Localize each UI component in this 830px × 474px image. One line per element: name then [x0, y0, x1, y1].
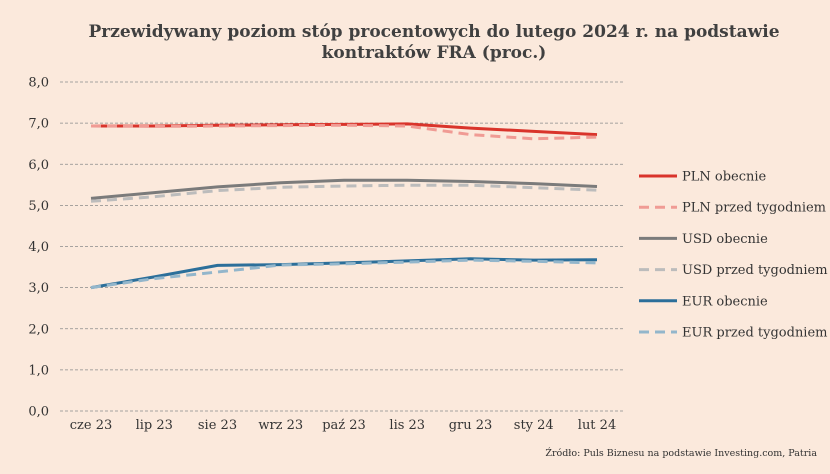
chart-title-line-2: kontraktów FRA (proc.) [322, 43, 547, 63]
legend-label-5: EUR przed tygodniem [682, 326, 828, 341]
y-tick-label: 0,0 [28, 405, 49, 420]
y-tick-label: 5,0 [28, 199, 49, 214]
series-lines [90, 122, 598, 290]
y-tick-label: 3,0 [28, 281, 49, 296]
legend-label-0: PLN obecnie [682, 170, 767, 185]
x-tick-label: lut 24 [578, 418, 616, 433]
chart-title-line-1: Przewidywany poziom stóp procentowych do… [88, 22, 779, 42]
legend-label-4: EUR obecnie [682, 294, 768, 309]
series-line-3 [90, 183, 598, 203]
y-axis-ticks: 0,0 1,0 2,0 3,0 4,0 5,0 6,0 7,0 8,0 [28, 76, 49, 420]
x-tick-label: sty 24 [514, 418, 554, 433]
legend-label-3: USD przed tygodniem [682, 263, 828, 278]
series-line-1 [90, 123, 598, 141]
x-tick-label: sie 23 [198, 418, 237, 433]
source-note: Źródło: Puls Biznesu na podstawie Invest… [545, 447, 817, 459]
x-tick-label: gru 23 [449, 418, 493, 433]
x-tick-label: wrz 23 [258, 418, 303, 433]
x-tick-label: paź 23 [322, 418, 366, 433]
series-line-0 [91, 122, 598, 137]
legend-label-1: PLN przed tygodniem [682, 201, 826, 216]
x-axis-ticks: cze 23 lip 23 sie 23 wrz 23 paź 23 lis 23 gru … [70, 418, 616, 433]
y-tick-label: 7,0 [28, 117, 49, 132]
series-line-4 [90, 257, 598, 290]
x-tick-label: cze 23 [70, 418, 113, 433]
series-line-2 [90, 178, 598, 200]
y-tick-label: 1,0 [28, 363, 49, 378]
x-tick-label: lis 23 [389, 418, 425, 433]
y-tick-label: 8,0 [28, 76, 49, 91]
series-line-5 [90, 258, 598, 290]
x-tick-label: lip 23 [136, 418, 173, 433]
gridlines [60, 81, 625, 412]
legend-label-2: USD obecnie [682, 232, 768, 247]
y-tick-label: 6,0 [28, 158, 49, 173]
y-tick-label: 2,0 [28, 322, 49, 337]
y-tick-label: 4,0 [28, 240, 49, 255]
legend: PLN obecnie PLN przed tygodniem USD obecni… [639, 170, 828, 341]
